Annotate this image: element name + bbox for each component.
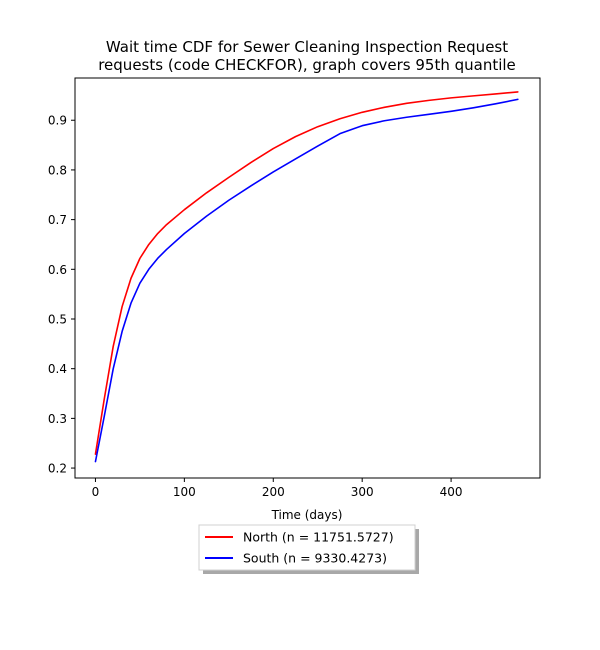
legend-box xyxy=(198,524,416,571)
legend: North (n = 11751.5727) South (n = 9330.4… xyxy=(198,524,419,574)
y-tick-label: 0.8 xyxy=(48,163,67,177)
y-tick-label: 0.5 xyxy=(48,312,67,326)
chart-title-line-2: requests (code CHECKFOR), graph covers 9… xyxy=(98,56,516,74)
tick-layer: 0 100 200 300 400 0.2 0.3 0.4 0.5 0.6 0.7 0.8 0.9 xyxy=(48,114,463,499)
plot-frame xyxy=(74,77,541,479)
x-tick-label: 100 xyxy=(173,485,196,499)
chart-title-line-1: Wait time CDF for Sewer Cleaning Inspect… xyxy=(106,38,508,56)
series-line-south xyxy=(94,98,519,463)
x-axis-label: Time (days) xyxy=(271,508,343,522)
x-tick-label: 400 xyxy=(440,485,463,499)
y-tick-label: 0.6 xyxy=(48,263,67,277)
x-tick-label: 200 xyxy=(262,485,285,499)
y-tick-label: 0.9 xyxy=(48,114,67,128)
legend-label-north: North (n = 11751.5727) xyxy=(243,530,394,545)
x-tick-label: 0 xyxy=(92,485,100,499)
series-layer xyxy=(94,91,519,463)
series-line-north xyxy=(94,91,519,455)
y-tick-label: 0.4 xyxy=(48,362,67,376)
y-tick-label: 0.7 xyxy=(48,213,67,227)
y-tick-label: 0.3 xyxy=(48,412,67,426)
y-tick-label: 0.2 xyxy=(48,462,67,476)
x-tick-label: 300 xyxy=(351,485,374,499)
legend-label-south: South (n = 9330.4273) xyxy=(243,551,387,566)
